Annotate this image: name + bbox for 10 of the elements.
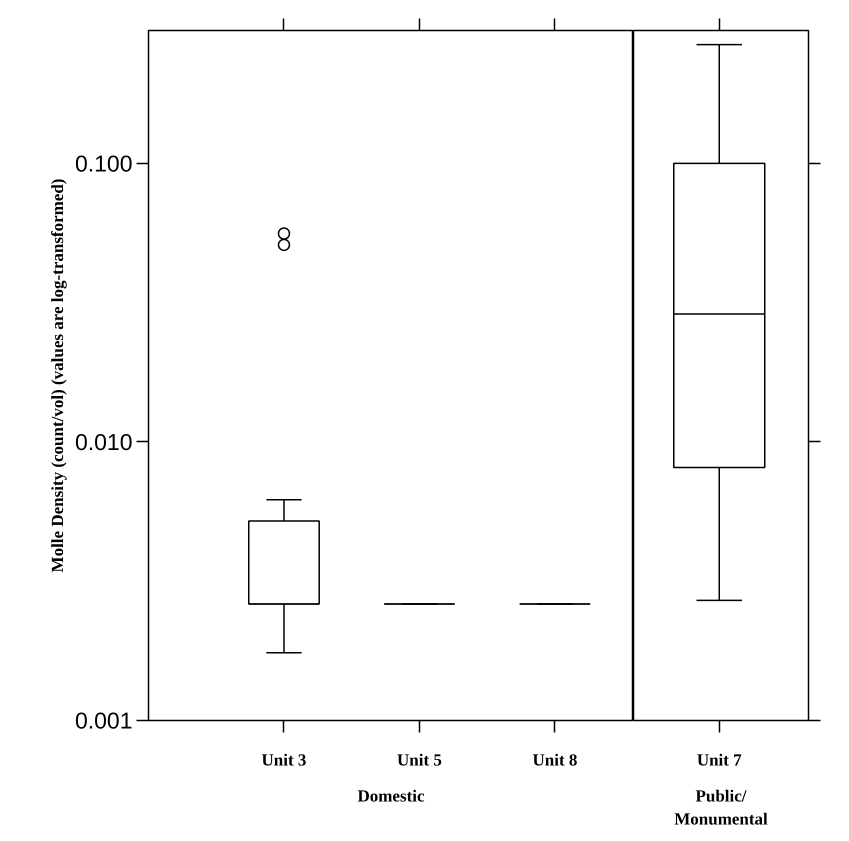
x-tick-label: Unit 3 xyxy=(262,750,306,770)
x-tick-label: Unit 7 xyxy=(696,750,742,770)
y-tick-label: 0.010 xyxy=(74,428,133,455)
y-tick-label: 0.001 xyxy=(74,708,133,734)
x-tick-label: Unit 5 xyxy=(397,750,442,770)
x-axis-title: Domestic xyxy=(357,786,425,806)
x-tick-label: Unit 8 xyxy=(532,750,578,770)
y-tick-label: 0.100 xyxy=(74,150,133,176)
x-axis-title: Public/ Monumental xyxy=(674,786,768,828)
y-axis-title: Molle Density (count/vol) (values are log-transformed) xyxy=(48,178,67,572)
